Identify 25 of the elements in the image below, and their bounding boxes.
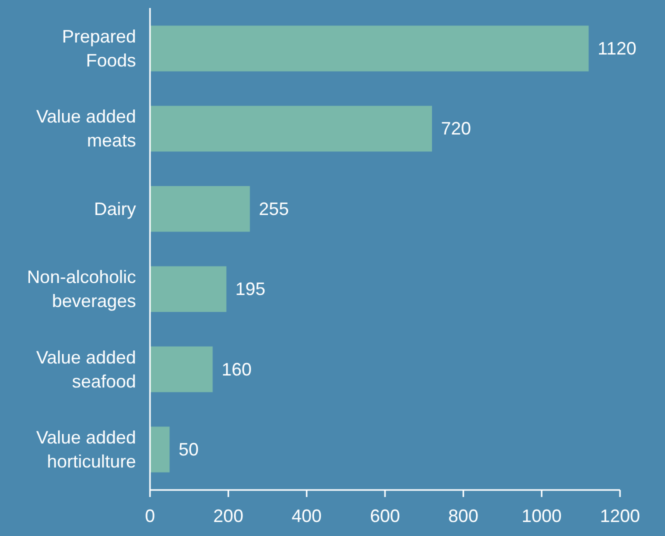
x-tick-label: 200	[213, 506, 244, 526]
x-tick-label: 1000	[522, 506, 562, 526]
bar	[150, 346, 213, 392]
x-tick-label: 600	[370, 506, 400, 526]
data-label: 195	[235, 279, 266, 300]
bar	[150, 426, 170, 472]
y-tick-label: Value added seafood	[36, 347, 136, 392]
data-label: 720	[441, 118, 472, 139]
x-tick-label: 400	[292, 506, 322, 526]
data-label: 1120	[598, 38, 636, 58]
x-tick-label: 0	[144, 506, 156, 526]
bar	[150, 186, 250, 232]
y-tick-label: Non-alcoholic beverages	[26, 267, 136, 312]
data-label: 160	[222, 359, 252, 380]
data-label: 50	[178, 440, 199, 460]
bar	[150, 266, 226, 312]
y-tick-label: Value added horticulture	[36, 428, 136, 472]
x-tick-label: 1200	[600, 506, 640, 526]
bar	[150, 106, 432, 152]
y-tick-label: Value added meats	[36, 106, 136, 151]
y-tick-label: Dairy	[94, 198, 136, 219]
x-tick-label: 800	[448, 506, 478, 526]
bar	[150, 26, 589, 72]
y-tick-label: Prepared Foods	[62, 26, 136, 70]
data-label: 255	[258, 198, 289, 219]
